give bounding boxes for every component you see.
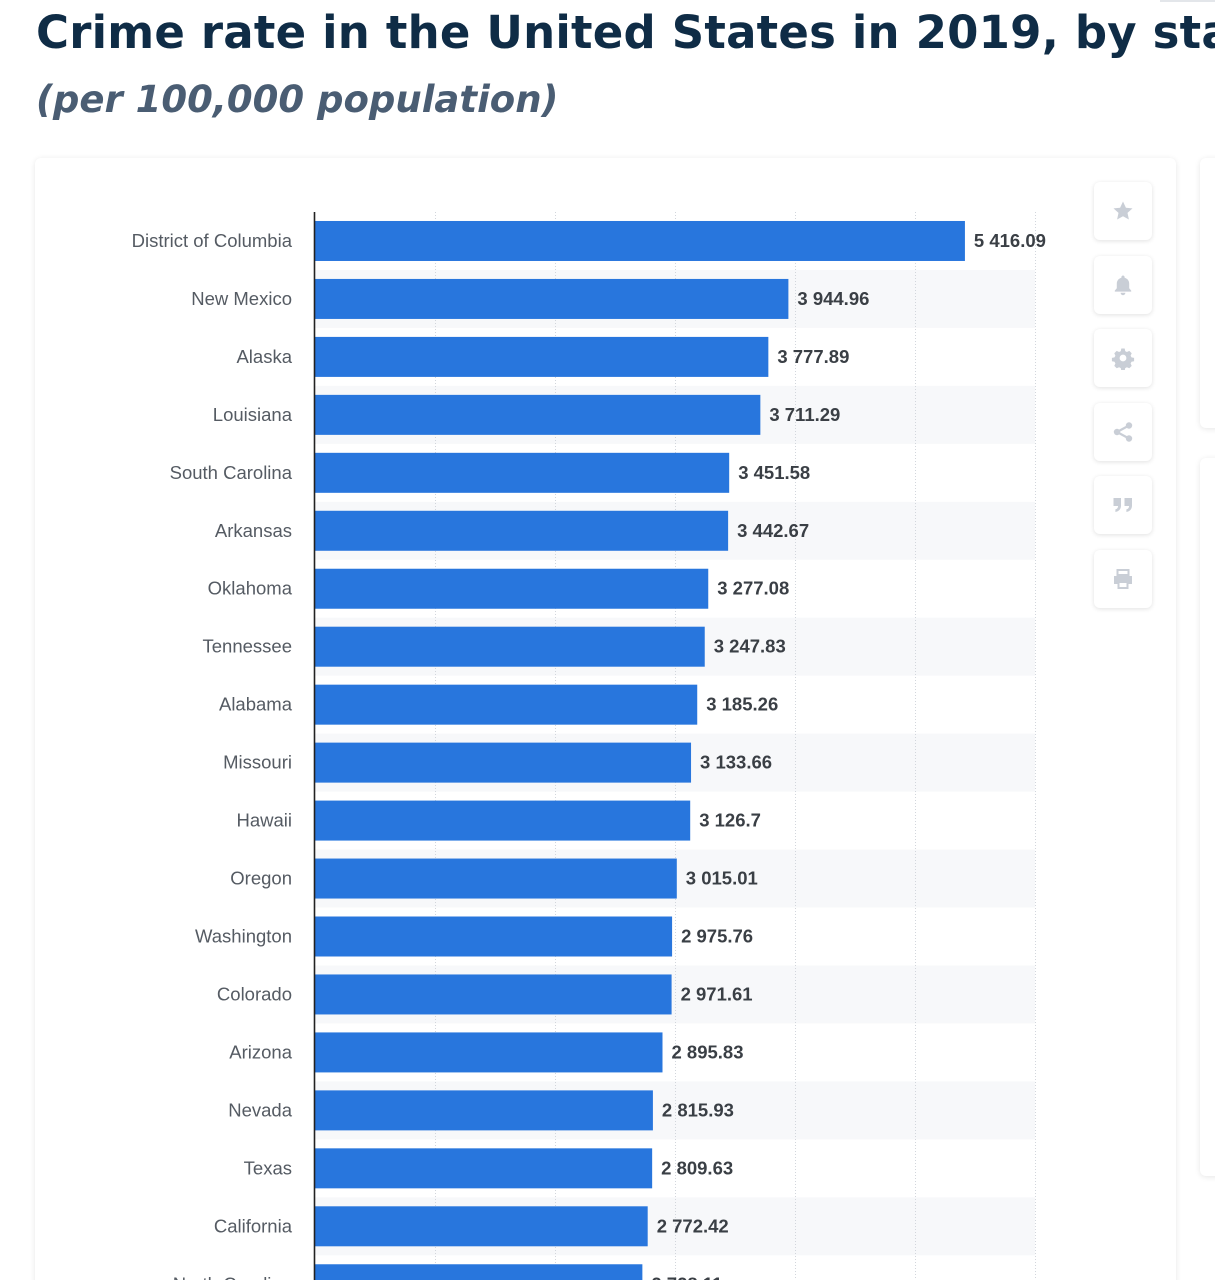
value-label: 2 728.11 <box>651 1273 722 1280</box>
print-button[interactable] <box>1094 549 1152 608</box>
value-label: 3 126.7 <box>699 810 761 831</box>
value-label: 3 442.67 <box>737 520 809 541</box>
value-label: 3 133.66 <box>700 752 772 773</box>
bar <box>315 742 692 783</box>
bar <box>315 278 789 319</box>
category-label: Missouri <box>223 752 292 773</box>
category-label: Arkansas <box>215 520 292 541</box>
value-label: 2 772.42 <box>657 1215 729 1236</box>
bar <box>315 1264 643 1280</box>
share-button[interactable] <box>1094 402 1152 461</box>
value-label: 2 971.61 <box>681 983 753 1004</box>
bar <box>315 1090 653 1131</box>
category-label: Hawaii <box>236 810 292 831</box>
value-label: 3 777.89 <box>777 346 849 367</box>
side-panel-top <box>1200 158 1215 428</box>
star-icon <box>1113 201 1133 220</box>
value-label: 3 277.08 <box>717 578 789 599</box>
notification-button[interactable] <box>1094 255 1152 314</box>
cite-button[interactable] <box>1094 476 1152 534</box>
category-label: Nevada <box>228 1099 292 1120</box>
side-panel-bottom <box>1200 458 1215 1176</box>
category-label: South Carolina <box>170 462 293 483</box>
value-label: 3 185.26 <box>706 694 778 715</box>
bell-icon <box>1114 275 1132 295</box>
category-label: Alaska <box>236 346 292 367</box>
category-label: Colorado <box>217 983 292 1004</box>
value-label: 3 451.58 <box>738 462 810 483</box>
value-label: 3 015.01 <box>686 868 758 889</box>
bar <box>315 916 673 957</box>
quote-icon <box>1113 498 1132 512</box>
category-label: Oregon <box>230 868 292 889</box>
bar <box>315 974 672 1015</box>
bar <box>315 220 965 261</box>
value-label: 3 247.83 <box>714 636 786 657</box>
bar <box>315 336 769 377</box>
value-label: 2 809.63 <box>661 1157 733 1178</box>
value-label: 5 416.09 <box>974 230 1046 251</box>
category-label: Tennessee <box>203 636 292 657</box>
category-label: North Carolina <box>173 1273 293 1280</box>
category-label: Washington <box>195 926 292 947</box>
value-label: 3 711.29 <box>769 404 840 425</box>
top-divider <box>1160 0 1215 2</box>
category-label: Arizona <box>229 1041 292 1062</box>
value-label: 2 975.76 <box>681 926 753 947</box>
category-label: Louisiana <box>213 404 293 425</box>
chart-toolbar <box>1094 182 1154 623</box>
bar <box>315 394 761 435</box>
category-label: Alabama <box>219 694 293 715</box>
bar <box>315 1032 663 1073</box>
bar <box>315 1148 653 1189</box>
value-label: 2 895.83 <box>671 1041 743 1062</box>
bar <box>315 568 709 609</box>
bar <box>315 452 730 493</box>
bar <box>315 1206 648 1247</box>
print-icon <box>1114 568 1132 589</box>
bar <box>315 800 691 841</box>
favorite-button[interactable] <box>1094 182 1152 240</box>
page-subtitle: (per 100,000 population) <box>36 78 559 121</box>
category-label: California <box>214 1215 293 1236</box>
value-label: 2 815.93 <box>662 1099 734 1120</box>
category-label: Oklahoma <box>208 578 293 599</box>
page-title: Crime rate in the United States in 2019,… <box>36 6 1215 59</box>
category-label: District of Columbia <box>132 230 293 251</box>
settings-button[interactable] <box>1094 329 1152 387</box>
category-label: Texas <box>244 1157 292 1178</box>
gear-icon <box>1111 348 1135 370</box>
share-icon <box>1113 421 1133 442</box>
category-label: New Mexico <box>191 288 292 309</box>
bar <box>315 684 698 725</box>
value-label: 3 944.96 <box>797 288 869 309</box>
bar <box>315 626 705 667</box>
bar <box>315 510 729 551</box>
bar <box>315 858 677 899</box>
